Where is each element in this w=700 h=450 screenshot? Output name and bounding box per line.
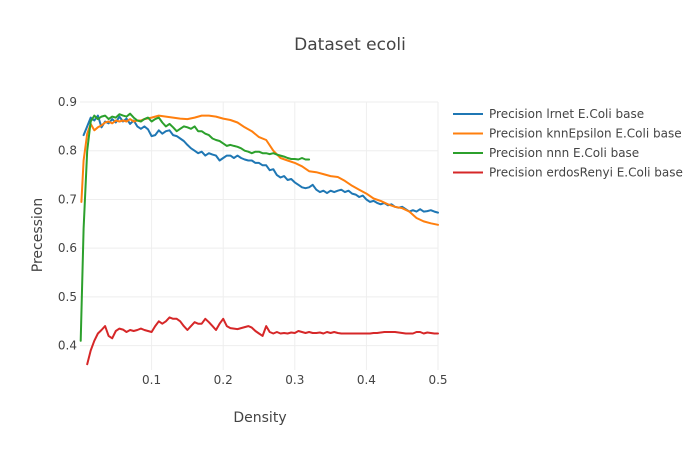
x-tick-label: 0.1	[142, 373, 161, 387]
series-line-2	[80, 114, 439, 226]
x-tick-label: 0.3	[285, 373, 304, 387]
y-axis: 0.4 0.5 0.6 0.7 0.8 0.9	[58, 95, 77, 353]
y-tick-label: 0.6	[58, 241, 77, 255]
y-tick-label: 0.5	[58, 290, 77, 304]
y-tick-label: 0.9	[58, 95, 77, 109]
y-tick-label: 0.7	[58, 192, 77, 206]
y-tick-label: 0.8	[58, 144, 77, 158]
plot-area	[79, 112, 439, 366]
series-line-4	[86, 316, 439, 366]
series-line-3	[79, 112, 311, 342]
legend-label-2: Precision knnEpsilon E.Coli base	[489, 127, 682, 141]
x-tick-label: 0.2	[214, 373, 233, 387]
chart-title: Dataset ecoli	[294, 35, 406, 55]
legend-label-1: Precision lrnet E.Coli base	[489, 107, 644, 121]
legend-label-3: Precision nnn E.Coli base	[489, 146, 639, 160]
x-tick-label: 0.5	[428, 373, 447, 387]
series-line-1	[82, 114, 439, 214]
x-axis-title: Density	[233, 410, 286, 426]
x-tick-label: 0.4	[357, 373, 376, 387]
legend-label-4: Precision erdosRenyi E.Coli base	[489, 166, 683, 180]
y-tick-label: 0.4	[58, 339, 77, 353]
legend: Precision lrnet E.Coli base Precision knn…	[453, 107, 683, 180]
y-axis-title: Precession	[30, 198, 46, 272]
x-axis: 0.1 0.2 0.3 0.4 0.5	[142, 373, 447, 387]
